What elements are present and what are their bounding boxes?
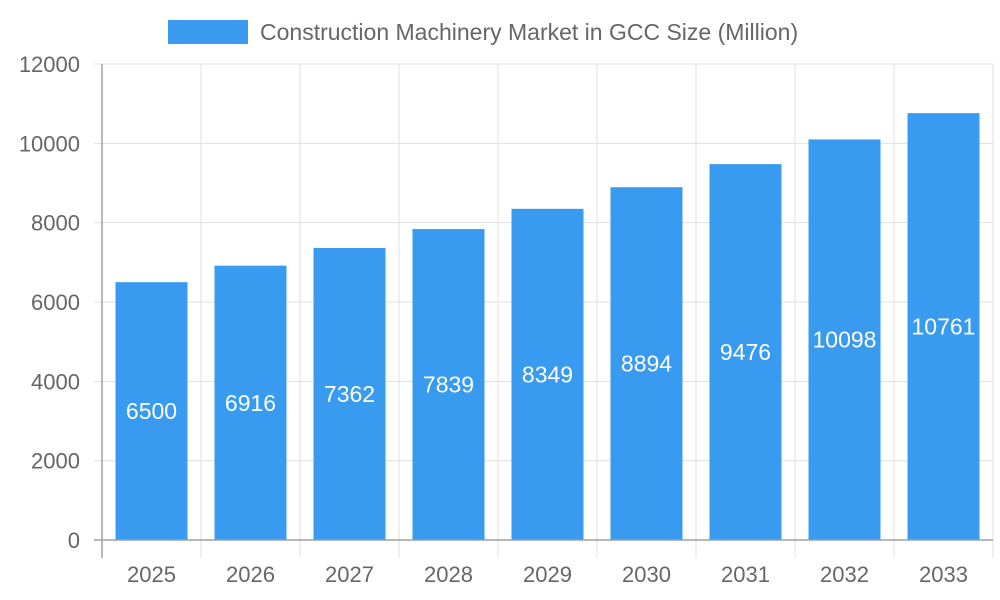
- y-tick-label: 12000: [19, 52, 80, 77]
- bars: 6500 6916 7362 7839 8349 8894 9476 10098 10761: [115, 113, 980, 541]
- bar: [511, 208, 584, 540]
- bar: [313, 247, 386, 540]
- x-tick-label: 2027: [325, 562, 374, 587]
- data-label: 6500: [126, 398, 177, 424]
- x-tick-label: 2030: [622, 562, 671, 587]
- x-tick-label: 2033: [919, 562, 968, 587]
- data-label: 8349: [522, 361, 573, 387]
- x-tick-label: 2026: [226, 562, 275, 587]
- axes: 0 2000 4000 6000 8000 10000 12000 2025 2026 2027 2…: [19, 52, 993, 587]
- x-tick-label: 2028: [424, 562, 473, 587]
- data-label: 7362: [324, 381, 375, 407]
- bar: [412, 229, 485, 541]
- y-tick-label: 6000: [31, 290, 80, 315]
- data-label: 10098: [813, 327, 877, 353]
- y-tick-label: 0: [68, 528, 80, 553]
- bar: [610, 187, 683, 541]
- bar: [214, 265, 287, 540]
- y-tick-label: 4000: [31, 369, 80, 394]
- legend-swatch: [168, 20, 248, 44]
- y-tick-label: 8000: [31, 211, 80, 236]
- bar: [808, 139, 881, 541]
- y-tick-label: 10000: [19, 131, 80, 156]
- data-label: 7839: [423, 372, 474, 398]
- bar: [907, 113, 980, 540]
- bar: [115, 282, 188, 540]
- x-tick-label: 2031: [721, 562, 770, 587]
- grid: [102, 63, 994, 558]
- legend-label: Construction Machinery Market in GCC Siz…: [260, 19, 798, 45]
- data-label: 6916: [225, 390, 276, 416]
- legend[interactable]: Construction Machinery Market in GCC Siz…: [168, 19, 798, 45]
- x-tick-label: 2029: [523, 562, 572, 587]
- x-tick-label: 2032: [820, 562, 869, 587]
- data-label: 8894: [621, 351, 672, 377]
- x-tick-label: 2025: [127, 562, 176, 587]
- data-label: 9476: [720, 339, 771, 365]
- data-label: 10761: [912, 314, 976, 340]
- y-tick-label: 2000: [31, 449, 80, 474]
- bar: [709, 164, 782, 541]
